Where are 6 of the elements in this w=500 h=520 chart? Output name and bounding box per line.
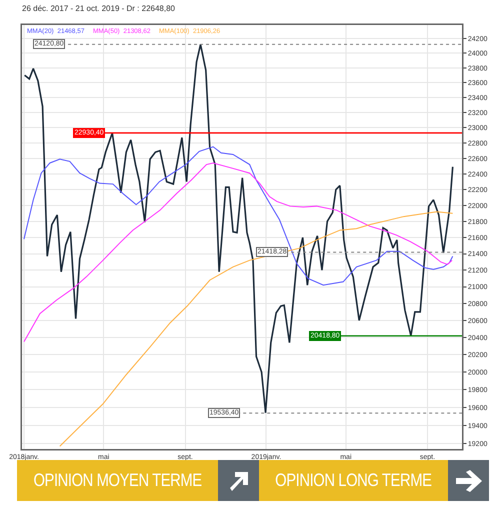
line-series <box>23 146 454 286</box>
text: OPINION MOYEN TERME <box>33 470 202 491</box>
chart-title: 26 déc. 2017 - 21 oct. 2019 - Dr : 22648,80 <box>22 4 176 13</box>
text: OPINION LONG TERME <box>275 470 432 491</box>
line-series <box>59 211 454 447</box>
line-series <box>23 162 453 342</box>
